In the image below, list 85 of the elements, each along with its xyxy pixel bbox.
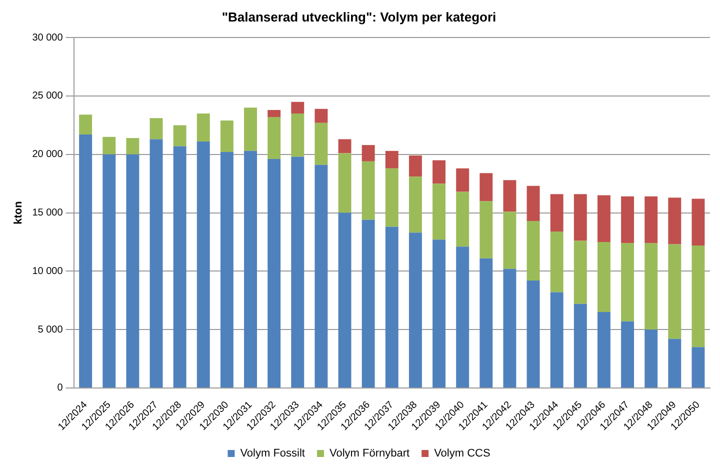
bar — [314, 164, 328, 388]
bar — [644, 196, 658, 244]
bar — [244, 108, 257, 151]
bar — [79, 114, 92, 135]
bar — [574, 240, 587, 304]
y-tick-label: 0 — [57, 382, 64, 394]
bar — [196, 114, 210, 142]
y-tick-label: 25 000 — [32, 90, 64, 102]
bar — [503, 268, 516, 388]
legend-label: Volym Fossilt — [240, 448, 305, 460]
bar — [220, 152, 234, 388]
bar — [385, 226, 398, 388]
bar — [668, 244, 682, 339]
bar — [338, 153, 352, 213]
y-tick-label: 30 000 — [32, 32, 64, 44]
bar — [268, 117, 281, 160]
bar — [456, 168, 470, 192]
bar — [314, 108, 328, 123]
y-tick-label: 20 000 — [32, 149, 64, 160]
bar — [526, 280, 540, 388]
bar — [432, 184, 446, 240]
y-tick-label: 5 000 — [38, 324, 64, 336]
bar — [150, 118, 163, 140]
bar — [668, 198, 682, 244]
bar — [456, 192, 470, 247]
bar — [291, 114, 304, 157]
bar — [597, 195, 610, 242]
y-tick-label: 15 000 — [32, 208, 64, 219]
bar — [503, 180, 516, 212]
y-axis-title: kton — [12, 200, 25, 224]
bar — [644, 330, 658, 388]
bar — [291, 102, 304, 114]
bar — [621, 321, 634, 388]
bar — [644, 243, 658, 330]
bar — [503, 212, 516, 269]
bar — [480, 258, 493, 388]
bar — [621, 243, 634, 322]
bar — [150, 139, 163, 388]
bar — [196, 142, 210, 388]
bar — [408, 232, 422, 388]
bar — [385, 150, 398, 168]
bar — [385, 168, 398, 227]
legend-label: Volym CCS — [434, 448, 490, 460]
bar — [526, 220, 540, 281]
bar — [692, 347, 705, 388]
bar — [456, 246, 470, 388]
bar — [79, 134, 92, 388]
bar — [268, 110, 281, 118]
bar — [338, 139, 352, 154]
bar — [621, 196, 634, 244]
bar — [574, 304, 587, 388]
bar — [408, 176, 422, 233]
legend-label: Volym Förnybart — [329, 448, 410, 460]
bar — [432, 240, 446, 388]
bar — [550, 194, 564, 232]
bar — [126, 138, 140, 154]
bar — [338, 212, 352, 388]
bar — [173, 125, 186, 146]
bar — [597, 242, 610, 312]
bar — [291, 156, 304, 388]
bar — [574, 194, 587, 241]
bar — [480, 201, 493, 258]
bar — [314, 122, 328, 165]
bar — [550, 292, 564, 388]
bar — [126, 154, 140, 388]
bar — [432, 160, 446, 184]
bar — [102, 136, 116, 154]
bar — [362, 161, 375, 220]
bar — [173, 146, 186, 388]
bar — [692, 245, 705, 348]
bar — [102, 154, 116, 388]
y-tick-label: 10 000 — [32, 266, 64, 277]
bar — [408, 156, 422, 177]
bar — [362, 145, 375, 162]
bar — [362, 220, 375, 388]
bar — [597, 312, 610, 388]
bar — [480, 173, 493, 202]
chart-title: "Balanserad utveckling": Volym per kategori — [222, 9, 496, 24]
bar — [244, 150, 257, 388]
bar — [268, 159, 281, 388]
bar — [550, 231, 564, 292]
bar — [692, 198, 705, 246]
bar — [526, 186, 540, 221]
bar — [220, 120, 234, 152]
bar — [668, 338, 682, 388]
